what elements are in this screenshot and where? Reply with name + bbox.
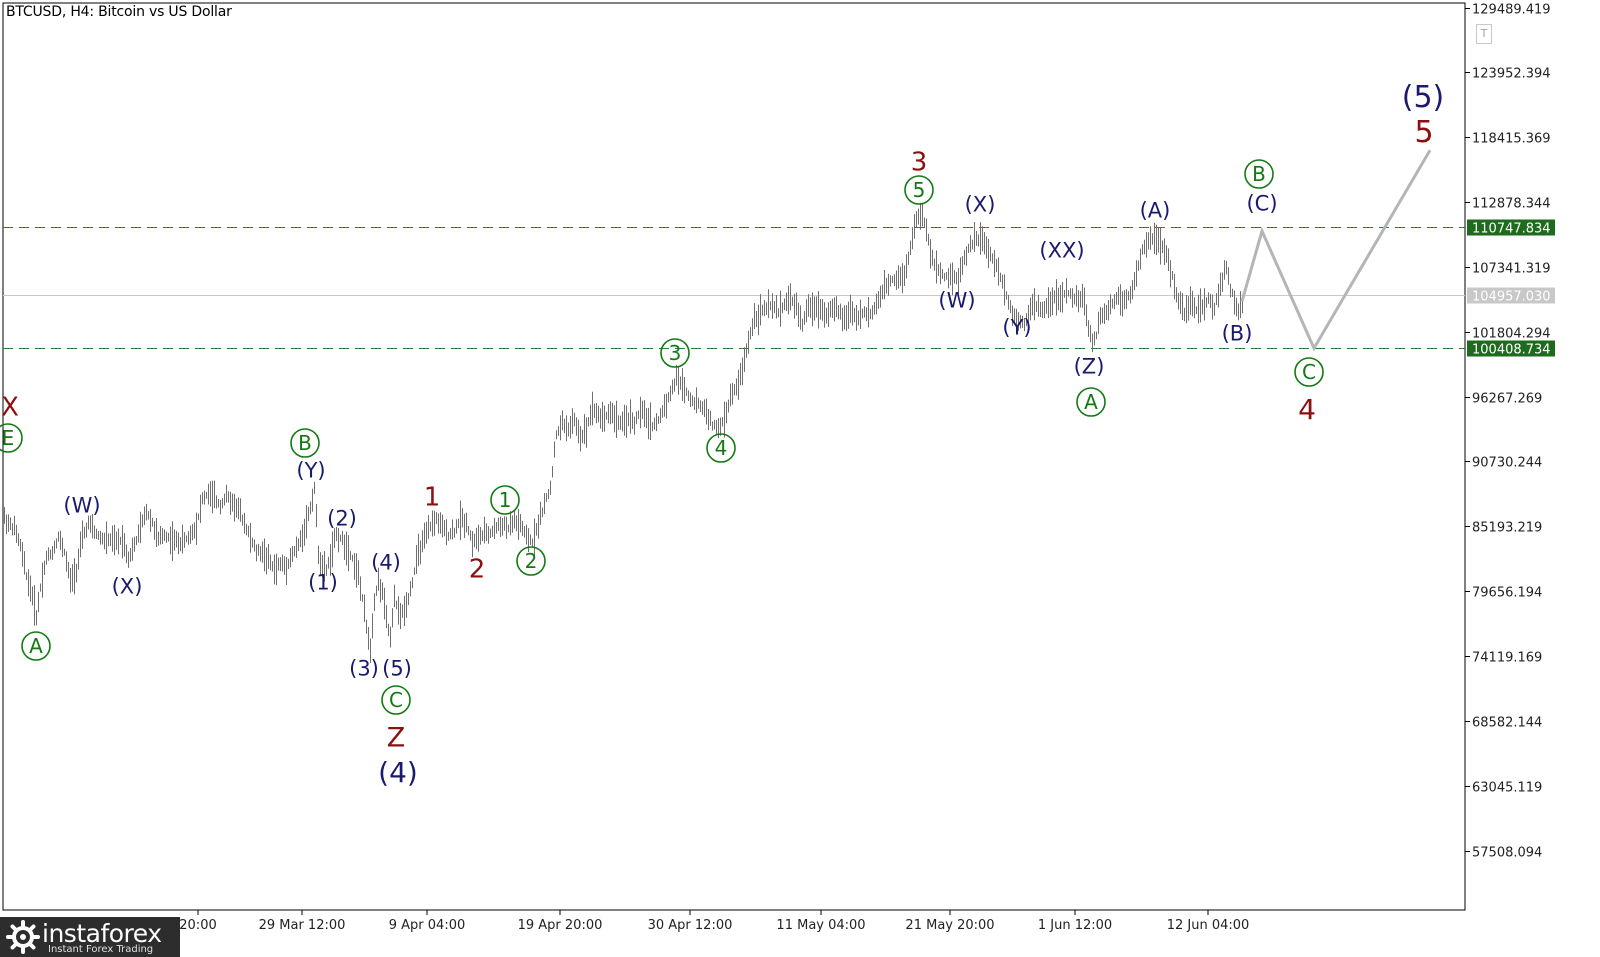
wave-label-circle — [660, 338, 690, 368]
wave-label: B — [1252, 162, 1266, 186]
forecast-path — [1240, 149, 1432, 352]
wave-label: A — [29, 634, 43, 658]
level-label: 110747.834 — [1472, 222, 1551, 237]
wave-label-circle — [490, 485, 520, 515]
level-label: 100408.734 — [1472, 343, 1551, 358]
wave-label: A — [1084, 390, 1098, 414]
wave-label: E — [2, 426, 15, 450]
wave-label-circle — [904, 175, 934, 205]
wave-label-circle — [290, 428, 320, 458]
level-label: 104957.030 — [1472, 290, 1551, 305]
wave-label: (XX) — [1039, 239, 1084, 263]
x-tick-label: 12 Jun 04:00 — [1167, 918, 1250, 933]
wave-label: (C) — [1246, 192, 1277, 216]
wave-label: 3 — [669, 341, 682, 365]
y-tick-label: 112878.344 — [1472, 197, 1551, 212]
y-tick-label: 57508.094 — [1472, 846, 1542, 861]
gear-icon — [6, 920, 40, 954]
wave-label-circle — [0, 423, 23, 453]
x-tick-label: 9 Apr 04:00 — [389, 918, 466, 933]
wave-label-circle — [1076, 387, 1106, 417]
x-tick-label: 1 Jun 12:00 — [1038, 918, 1112, 933]
wave-label: 5 — [1414, 115, 1433, 150]
wave-label: (Y) — [1002, 316, 1031, 340]
y-tick-label: 74119.169 — [1472, 651, 1542, 666]
level-label-box — [1467, 287, 1555, 304]
y-tick-label: 101804.294 — [1472, 327, 1551, 342]
wave-label: (4) — [371, 551, 401, 575]
wave-label-circle — [21, 631, 51, 661]
level-label-box — [1467, 340, 1555, 357]
wave-label-circle — [1294, 357, 1324, 387]
wave-label: 2 — [469, 554, 486, 584]
x-tick-label: 11 May 04:00 — [776, 918, 865, 933]
wave-label: 4 — [715, 436, 728, 460]
brand-name: instaforex — [42, 919, 162, 948]
y-tick-label: 85193.219 — [1472, 521, 1542, 536]
trade-button[interactable]: T — [1476, 24, 1492, 44]
wave-label: (Y) — [296, 459, 325, 483]
chart-title: BTCUSD, H4: Bitcoin vs US Dollar — [6, 4, 232, 20]
brand-tagline: Instant Forex Trading — [48, 944, 154, 955]
x-tick-label: 19 Apr 20:00 — [518, 918, 603, 933]
y-tick-label: 118415.369 — [1472, 132, 1551, 147]
wave-label-circle — [516, 546, 546, 576]
x-tick-label: 29 Mar 12:00 — [259, 918, 346, 933]
wave-label: (2) — [327, 507, 357, 531]
y-tick-label: 79656.194 — [1472, 586, 1542, 601]
wave-label: (1) — [308, 571, 338, 595]
wave-label: (5) — [1402, 80, 1445, 115]
price-bars — [4, 202, 1243, 664]
wave-label: (5) — [382, 657, 412, 681]
y-tick-label: 123952.394 — [1472, 67, 1551, 82]
wave-label: C — [389, 688, 403, 712]
wave-label-circle — [1244, 159, 1274, 189]
y-tick-label: 63045.119 — [1472, 781, 1542, 796]
wave-label: (X) — [965, 193, 996, 217]
wave-label: (A) — [1140, 199, 1171, 223]
y-tick-label: 68582.144 — [1472, 716, 1542, 731]
wave-label: (Z) — [1074, 355, 1105, 379]
plot-frame — [2, 2, 1466, 911]
y-tick-label: 129489.419 — [1472, 3, 1551, 18]
wave-label-circle — [706, 433, 736, 463]
wave-label: B — [298, 431, 312, 455]
wave-label: 1 — [424, 482, 441, 512]
wave-label: (3) — [349, 657, 379, 681]
wave-label: (W) — [63, 494, 100, 518]
wave-label-circle — [381, 685, 411, 715]
instaforex-logo: instaforex Instant Forex Trading — [0, 917, 180, 957]
wave-label: X — [1, 392, 19, 422]
x-tick-label: 20:00 — [179, 918, 216, 933]
wave-label: (B) — [1222, 322, 1253, 346]
x-tick-label: 30 Apr 12:00 — [648, 918, 733, 933]
wave-label: 5 — [913, 178, 926, 202]
x-tick-label: 21 May 20:00 — [905, 918, 994, 933]
y-tick-label: 90730.244 — [1472, 456, 1542, 471]
wave-label: (X) — [112, 575, 143, 599]
wave-label: 4 — [1298, 393, 1316, 426]
wave-label: 1 — [499, 488, 512, 512]
wave-label: 3 — [911, 147, 928, 177]
wave-label: (W) — [938, 289, 975, 313]
wave-label: 2 — [525, 549, 538, 573]
y-tick-label: 96267.269 — [1472, 392, 1542, 407]
wave-label: Z — [387, 723, 406, 754]
wave-label: C — [1302, 360, 1316, 384]
wave-label: (4) — [378, 756, 418, 789]
level-label-box — [1467, 219, 1555, 236]
y-tick-label: 107341.319 — [1472, 262, 1551, 277]
